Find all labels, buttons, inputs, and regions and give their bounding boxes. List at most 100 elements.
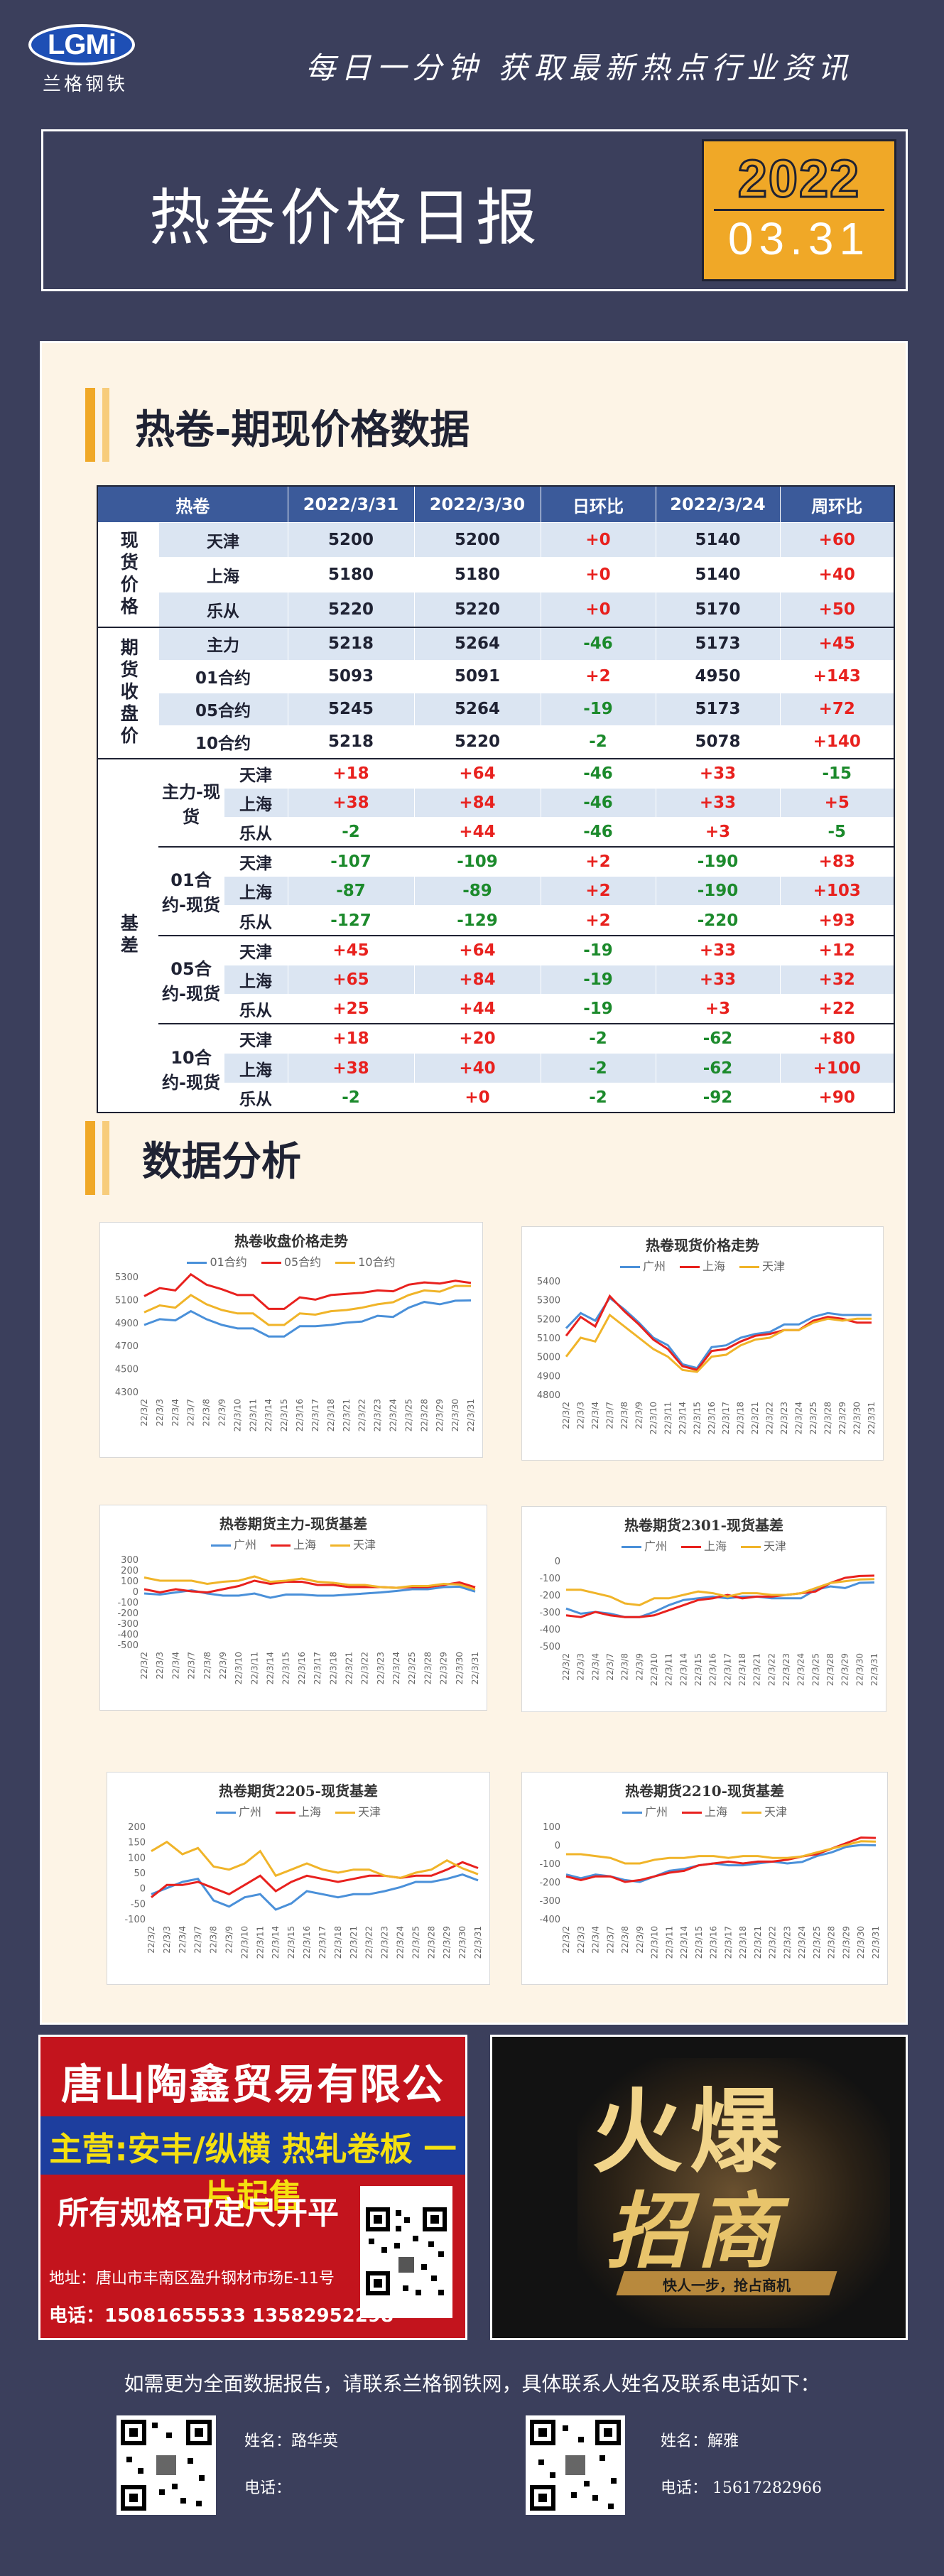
series-line — [151, 1840, 479, 1879]
table-row: 01合约-现货 天津 -107 -109 +2 -190 +83 — [97, 846, 895, 936]
table-cell: 乐从 — [223, 816, 288, 848]
x-tick-label: 22/3/15 — [279, 1399, 289, 1432]
x-tick-label: 22/3/15 — [692, 1402, 702, 1434]
legend-item: 天津 — [742, 1805, 787, 1819]
x-tick-label: 22/3/2 — [139, 1652, 149, 1679]
table-cell: 5091 — [413, 659, 541, 693]
table-cell: -2 — [540, 1053, 656, 1083]
series-line — [143, 1272, 472, 1310]
x-tick-label: 22/3/4 — [170, 1399, 180, 1427]
x-tick-label: 22/3/7 — [187, 1652, 197, 1679]
table-cell: +38 — [287, 787, 415, 818]
logo-caption: 兰格钢铁 — [42, 74, 128, 95]
ad-tangshan-taoxin[interactable]: 唐山陶鑫贸易有限公司 主营:安丰/纵横 热轧卷板 一片起售 所有规格可定尺开平 … — [38, 2035, 467, 2340]
column-header: 热卷 — [97, 485, 288, 523]
x-tick-label: 22/3/22 — [765, 1402, 775, 1434]
table-cell: +38 — [287, 1053, 415, 1083]
x-tick-label: 22/3/7 — [186, 1399, 196, 1427]
x-tick-label: 22/3/7 — [604, 1402, 614, 1429]
x-tick-label: 22/3/10 — [232, 1399, 242, 1432]
x-tick-label: 22/3/7 — [605, 1653, 615, 1681]
x-tick-label: 22/3/3 — [162, 1926, 172, 1954]
legend-label: 上海 — [702, 1260, 725, 1273]
ad-address: 地址：唐山市丰南区盈升钢材市场E-11号 — [49, 2270, 335, 2288]
table-cell: -19 — [540, 934, 656, 965]
table-cell: -127 — [287, 905, 415, 936]
x-tick-label: 22/3/24 — [797, 1926, 807, 1959]
table-cell: 上海 — [223, 1053, 288, 1083]
column-header: 2022/3/30 — [413, 485, 541, 523]
y-tick-label: -500 — [539, 1642, 560, 1652]
slogan: 每日一分钟 获取最新热点行业资讯 — [305, 50, 854, 85]
contact-name: 姓名：路华英 — [244, 2432, 339, 2450]
x-tick-label: 22/3/17 — [310, 1399, 320, 1432]
group-label-spot: 现货价格 — [97, 522, 159, 628]
x-tick-label: 22/3/4 — [178, 1926, 188, 1954]
y-tick-label: 0 — [140, 1884, 146, 1895]
legend-label: 天津 — [353, 1538, 376, 1552]
x-tick-label: 22/3/30 — [855, 1653, 864, 1686]
y-tick-label: 4900 — [537, 1371, 560, 1382]
table-cell: 乐从 — [223, 905, 288, 936]
x-tick-label: 22/3/2 — [561, 1402, 571, 1429]
chart-title: 热卷期货主力-现货基差 — [219, 1515, 368, 1532]
table-cell: +84 — [413, 964, 541, 995]
y-tick-label: -200 — [539, 1878, 560, 1888]
section-title-analysis: 数据分析 — [142, 1139, 301, 1185]
x-tick-label: 22/3/15 — [693, 1653, 703, 1686]
x-tick-label: 22/3/18 — [737, 1653, 747, 1686]
x-tick-label: 22/3/11 — [664, 1653, 674, 1686]
table-cell: 乐从 — [223, 994, 288, 1024]
chart-legend: 广州 上海 天津 — [107, 1802, 489, 1819]
table-cell: +140 — [779, 725, 895, 759]
x-tick-label: 22/3/24 — [391, 1652, 401, 1684]
x-tick-label: 22/3/9 — [634, 1653, 644, 1681]
table-row: 乐从 5220 5220 +0 5170 +50 — [97, 591, 895, 628]
table-cell: +64 — [413, 757, 541, 789]
legend-item: 01合约 — [187, 1255, 247, 1269]
x-tick-label: 22/3/22 — [360, 1652, 370, 1684]
table-cell: -19 — [540, 692, 656, 726]
table-cell: +44 — [413, 816, 541, 848]
table-cell: +18 — [287, 757, 415, 789]
legend-label: 上海 — [293, 1538, 316, 1552]
table-cell: -19 — [540, 994, 656, 1024]
legend-item: 上海 — [679, 1260, 725, 1273]
table-cell: +84 — [413, 787, 541, 818]
table-cell: 上海 — [223, 876, 288, 907]
y-tick-label: 4800 — [537, 1390, 560, 1401]
ad-headline: 火爆 — [592, 2079, 788, 2185]
title-frame — [41, 129, 908, 291]
legend-label: 天津 — [358, 1805, 381, 1819]
table-row: 10合约 5218 5220 -2 5078 +140 — [97, 725, 895, 759]
x-tick-label: 22/3/24 — [796, 1653, 806, 1686]
table-cell: +0 — [540, 556, 656, 592]
table-cell: +20 — [413, 1023, 541, 1054]
table-cell: -46 — [540, 626, 656, 661]
table-cell: +5 — [779, 787, 895, 818]
y-tick-label: -400 — [539, 1625, 560, 1635]
table-cell: +2 — [540, 846, 656, 877]
legend-label: 广州 — [238, 1805, 261, 1819]
table-row: 期货收盘价 主力 5218 5264 -46 5173 +45 — [97, 626, 895, 759]
legend-swatch — [739, 1266, 759, 1268]
chart-plot: -100 -50 0 50 100 150 200 22/3/2 22/3/3 22/3/4 22/… — [124, 1822, 483, 1959]
ad-hot-recruitment[interactable]: 火爆 招商 快人一步，抢占商机 — [490, 2035, 908, 2340]
x-tick-label: 22/3/17 — [318, 1926, 327, 1959]
legend-swatch — [270, 1544, 291, 1547]
table-cell: -2 — [540, 1082, 656, 1113]
series-line — [143, 1284, 472, 1326]
date-year: 2022 — [737, 148, 861, 210]
x-tick-label: 22/3/28 — [426, 1926, 436, 1959]
table-cell: +45 — [779, 626, 895, 661]
x-tick-label: 22/3/31 — [871, 1926, 881, 1959]
logo: LGMi 兰格钢铁 — [28, 24, 142, 109]
chart-legend: 广州 上海 天津 — [522, 1802, 887, 1819]
table-cell: +72 — [779, 692, 895, 726]
x-tick-label: 22/3/14 — [266, 1652, 276, 1684]
x-tick-label: 22/3/25 — [407, 1652, 417, 1684]
x-tick-label: 22/3/28 — [825, 1653, 835, 1686]
table-cell: 天津 — [223, 1023, 288, 1054]
x-tick-label: 22/3/11 — [663, 1402, 673, 1434]
